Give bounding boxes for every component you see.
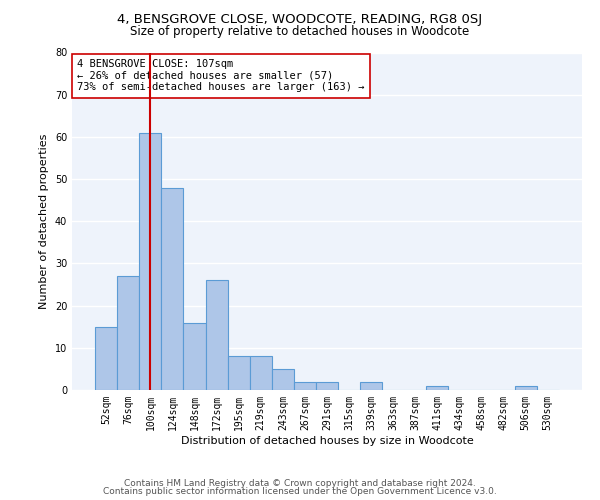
Bar — [427, 386, 448, 390]
Bar — [184, 322, 206, 390]
Bar — [117, 276, 139, 390]
Bar — [272, 369, 294, 390]
Text: Contains public sector information licensed under the Open Government Licence v3: Contains public sector information licen… — [103, 487, 497, 496]
Bar — [161, 188, 184, 390]
Y-axis label: Number of detached properties: Number of detached properties — [39, 134, 49, 309]
Bar — [360, 382, 382, 390]
X-axis label: Distribution of detached houses by size in Woodcote: Distribution of detached houses by size … — [181, 436, 473, 446]
Bar — [250, 356, 272, 390]
Text: 4 BENSGROVE CLOSE: 107sqm
← 26% of detached houses are smaller (57)
73% of semi-: 4 BENSGROVE CLOSE: 107sqm ← 26% of detac… — [77, 59, 365, 92]
Bar — [294, 382, 316, 390]
Bar — [316, 382, 338, 390]
Bar — [139, 132, 161, 390]
Text: Contains HM Land Registry data © Crown copyright and database right 2024.: Contains HM Land Registry data © Crown c… — [124, 478, 476, 488]
Bar — [206, 280, 227, 390]
Bar — [515, 386, 537, 390]
Text: Size of property relative to detached houses in Woodcote: Size of property relative to detached ho… — [130, 25, 470, 38]
Bar — [95, 326, 117, 390]
Text: 4, BENSGROVE CLOSE, WOODCOTE, READING, RG8 0SJ: 4, BENSGROVE CLOSE, WOODCOTE, READING, R… — [118, 12, 482, 26]
Bar — [227, 356, 250, 390]
